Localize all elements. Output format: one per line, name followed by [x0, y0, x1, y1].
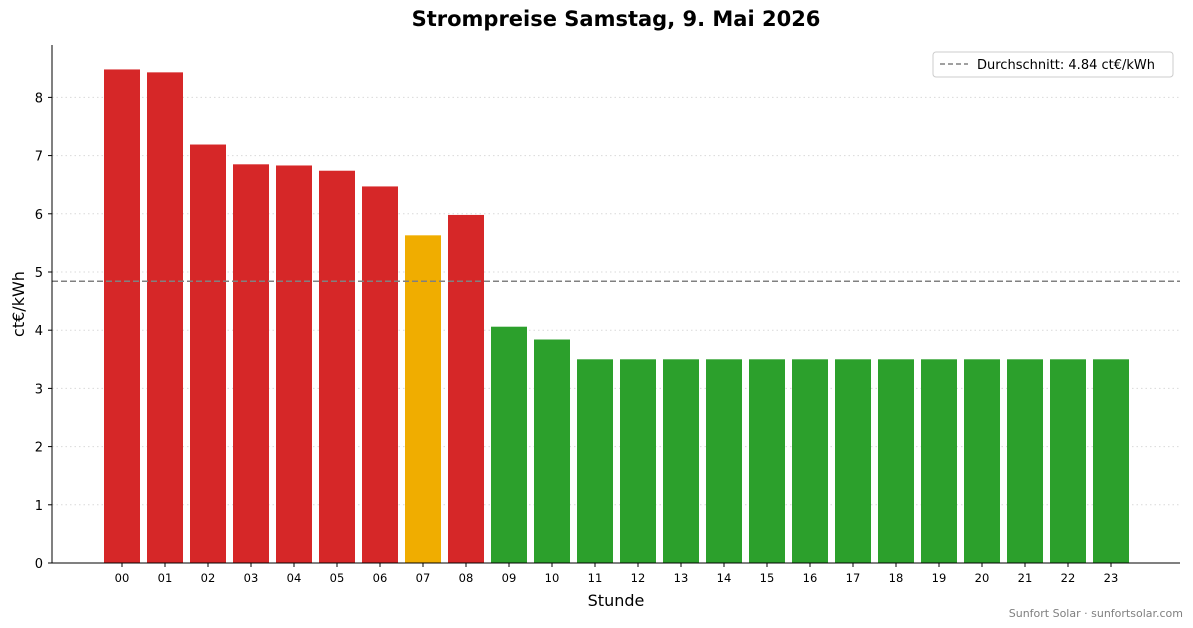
y-tick-label: 8: [35, 91, 43, 106]
chart-title: Strompreise Samstag, 9. Mai 2026: [412, 7, 821, 31]
bar-hour-04: [276, 165, 312, 564]
bar-hour-18: [878, 359, 914, 563]
y-ticks: 0 1 2 3 4 5 6 7 8: [35, 91, 52, 572]
bar-hour-08: [448, 214, 484, 563]
bar-hour-21: [1007, 359, 1043, 563]
x-tick-label: 01: [158, 571, 173, 585]
x-tick-label: 02: [201, 571, 216, 585]
bar-hour-17: [835, 359, 871, 563]
x-tick-label: 07: [416, 571, 431, 585]
x-axis-label: Stunde: [588, 591, 645, 610]
bar-hour-00: [104, 69, 140, 563]
y-tick-label: 2: [35, 441, 43, 456]
x-tick-label: 22: [1061, 571, 1076, 585]
bar-hour-19: [921, 359, 957, 563]
x-tick-label: 19: [932, 571, 947, 585]
bars-group: [104, 69, 1129, 564]
legend-box: [932, 51, 1174, 78]
bar-hour-22: [1050, 359, 1086, 563]
axes: [51, 45, 1180, 564]
y-tick-label: 3: [35, 382, 43, 397]
y-tick-label: 1: [35, 499, 43, 514]
bar-hour-13: [663, 359, 699, 563]
bar-hour-03: [233, 164, 269, 563]
x-tick-label: 06: [373, 571, 388, 585]
y-tick-label: 5: [35, 266, 43, 281]
x-tick-label: 17: [846, 571, 861, 585]
x-tick-label: 16: [803, 571, 818, 585]
x-tick-label: 05: [330, 571, 345, 585]
x-tick-label: 00: [115, 571, 130, 585]
bar-hour-11: [577, 359, 613, 563]
bar-hour-07: [405, 235, 441, 563]
bar-hour-12: [620, 359, 656, 563]
x-tick-label: 18: [889, 571, 904, 585]
legend-average-label: Durchschnitt: 4.84 ct€/kWh: [977, 58, 1155, 73]
bar-hour-20: [964, 359, 1000, 563]
x-tick-label: 20: [975, 571, 990, 585]
credit-text: Sunfort Solar · sunfortsolar.com: [1009, 607, 1183, 620]
y-tick-label: 4: [35, 324, 43, 339]
x-tick-label: 04: [287, 571, 302, 585]
x-tick-label: 13: [674, 571, 689, 585]
x-tick-label: 03: [244, 571, 259, 585]
x-tick-label: 23: [1104, 571, 1119, 585]
bar-hour-05: [319, 170, 355, 563]
y-tick-label: 6: [35, 208, 43, 223]
x-tick-label: 09: [502, 571, 517, 585]
y-tick-label: 0: [35, 557, 43, 572]
bar-hour-09: [491, 326, 527, 563]
y-axis-label: ct€/kWh: [9, 271, 28, 337]
x-ticks: 00 01 02 03 04 05 06 07 08 09 10 11 12 13 14 15 16 17 18 19…: [115, 563, 1119, 585]
y-tick-label: 7: [35, 150, 43, 165]
x-tick-label: 21: [1018, 571, 1033, 585]
x-tick-label: 10: [545, 571, 560, 585]
bar-hour-14: [706, 359, 742, 563]
bar-hour-16: [792, 359, 828, 563]
x-tick-label: 15: [760, 571, 775, 585]
bar-hour-23: [1093, 359, 1129, 563]
x-tick-label: 12: [631, 571, 646, 585]
bar-hour-06: [362, 186, 398, 563]
x-tick-label: 11: [588, 571, 603, 585]
x-tick-label: 08: [459, 571, 474, 585]
bar-hour-10: [534, 339, 570, 563]
bar-hour-02: [190, 144, 226, 563]
legend: Durchschnitt: 4.84 ct€/kWh: [932, 51, 1174, 78]
bar-hour-01: [147, 72, 183, 564]
x-tick-label: 14: [717, 571, 732, 585]
bar-hour-15: [749, 359, 785, 563]
